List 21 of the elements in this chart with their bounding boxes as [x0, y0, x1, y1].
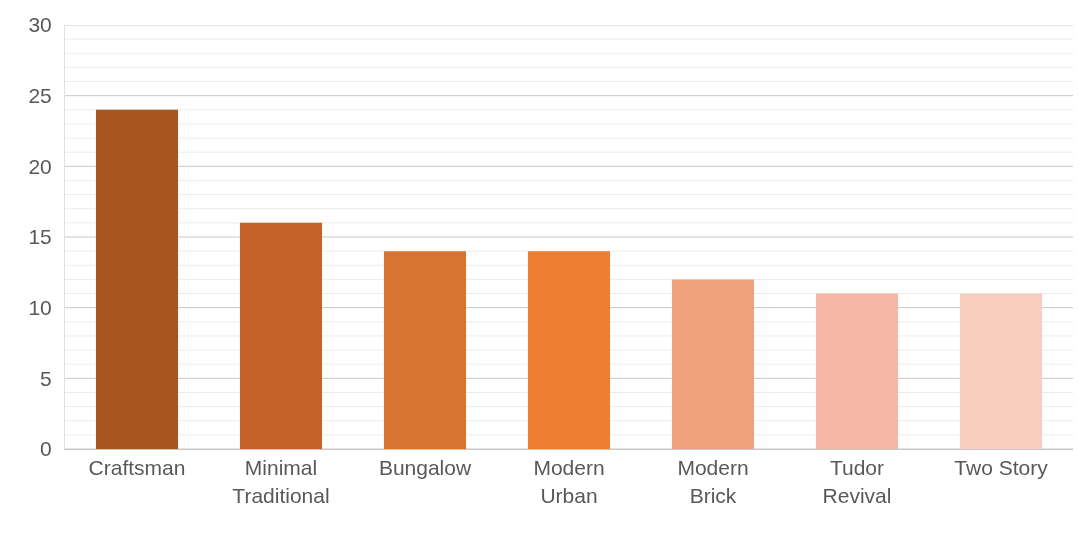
x-tick-label: Tudor Revival	[822, 456, 892, 507]
bar	[383, 251, 467, 449]
x-tick-label: Modern Urban	[533, 456, 605, 507]
x-tick-label: Modern Brick	[677, 456, 749, 507]
y-tick-label: 30	[28, 13, 52, 37]
y-tick-label: 25	[28, 84, 52, 108]
y-tick-label: 0	[40, 437, 52, 461]
bar	[815, 293, 899, 449]
x-tick-label: Bungalow	[378, 456, 472, 480]
bar	[95, 109, 179, 449]
x-tick-label: Craftsman	[88, 456, 186, 480]
y-tick-label: 20	[28, 154, 52, 178]
bar	[527, 251, 611, 449]
y-tick-label: 15	[28, 225, 52, 249]
y-tick-label: 10	[28, 296, 52, 320]
y-tick-label: 5	[40, 366, 52, 390]
bar	[239, 222, 323, 449]
bar	[959, 293, 1043, 449]
x-tick-label: Minimal Traditional	[232, 456, 330, 507]
bar	[671, 279, 755, 449]
x-tick-label: Two Story	[954, 456, 1049, 480]
